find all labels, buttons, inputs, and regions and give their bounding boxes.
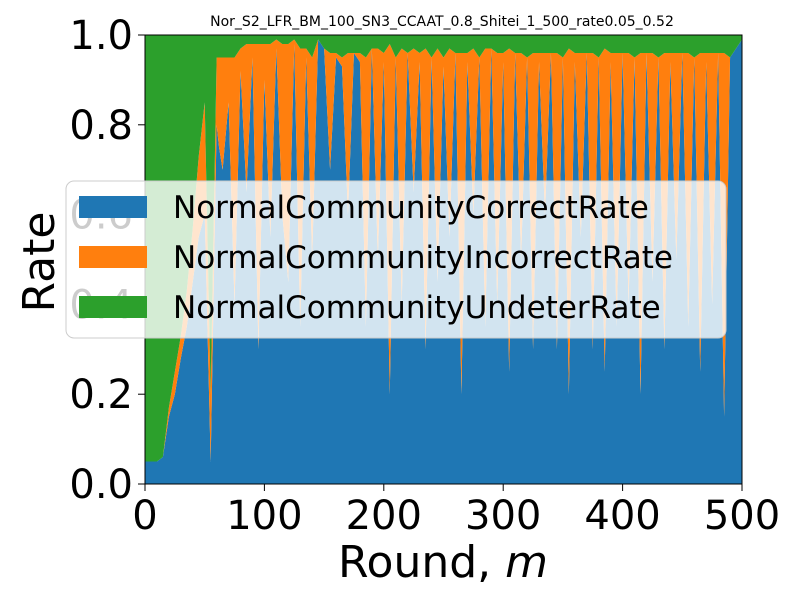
- x-tick-label: 500: [704, 493, 780, 539]
- x-axis-label: Round, m: [338, 537, 548, 588]
- legend-box: [65, 180, 727, 339]
- legend-swatch-NormalCommunityIncorrectRate: [79, 246, 147, 268]
- legend: NormalCommunityCorrectRate NormalCommunit…: [65, 180, 727, 339]
- x-axis-label-text: Round,: [338, 537, 505, 588]
- y-tick-label: 0.2: [69, 372, 133, 418]
- x-tick-label: 300: [465, 493, 541, 539]
- series-area-NormalCommunityIncorrectRate: [145, 39, 742, 462]
- x-tick-label: 200: [346, 493, 422, 539]
- y-tick-label: 1.0: [69, 13, 133, 59]
- x-tick-label: 400: [584, 493, 660, 539]
- x-axis: 0 100 200 300 400 500: [132, 484, 780, 539]
- x-tick-label: 0: [132, 493, 157, 539]
- x-axis-label-variable: m: [505, 537, 548, 588]
- y-axis-label: Rate: [14, 212, 65, 313]
- legend-label-NormalCommunityIncorrectRate: NormalCommunityIncorrectRate: [173, 240, 673, 276]
- series-area-NormalCommunityUndeterRate: [145, 35, 742, 462]
- x-tick-label: 100: [226, 493, 302, 539]
- legend-swatch-NormalCommunityUndeterRate: [79, 296, 147, 318]
- legend-swatch-NormalCommunityCorrectRate: [79, 196, 147, 218]
- y-tick-label: 0.0: [69, 462, 133, 508]
- legend-label-NormalCommunityUndeterRate: NormalCommunityUndeterRate: [173, 290, 661, 326]
- chart-title: Nor_S2_LFR_BM_100_SN3_CCAAT_0.8_Shitei_1…: [210, 14, 674, 30]
- legend-label-NormalCommunityCorrectRate: NormalCommunityCorrectRate: [173, 190, 649, 226]
- y-tick-label: 0.8: [69, 103, 133, 149]
